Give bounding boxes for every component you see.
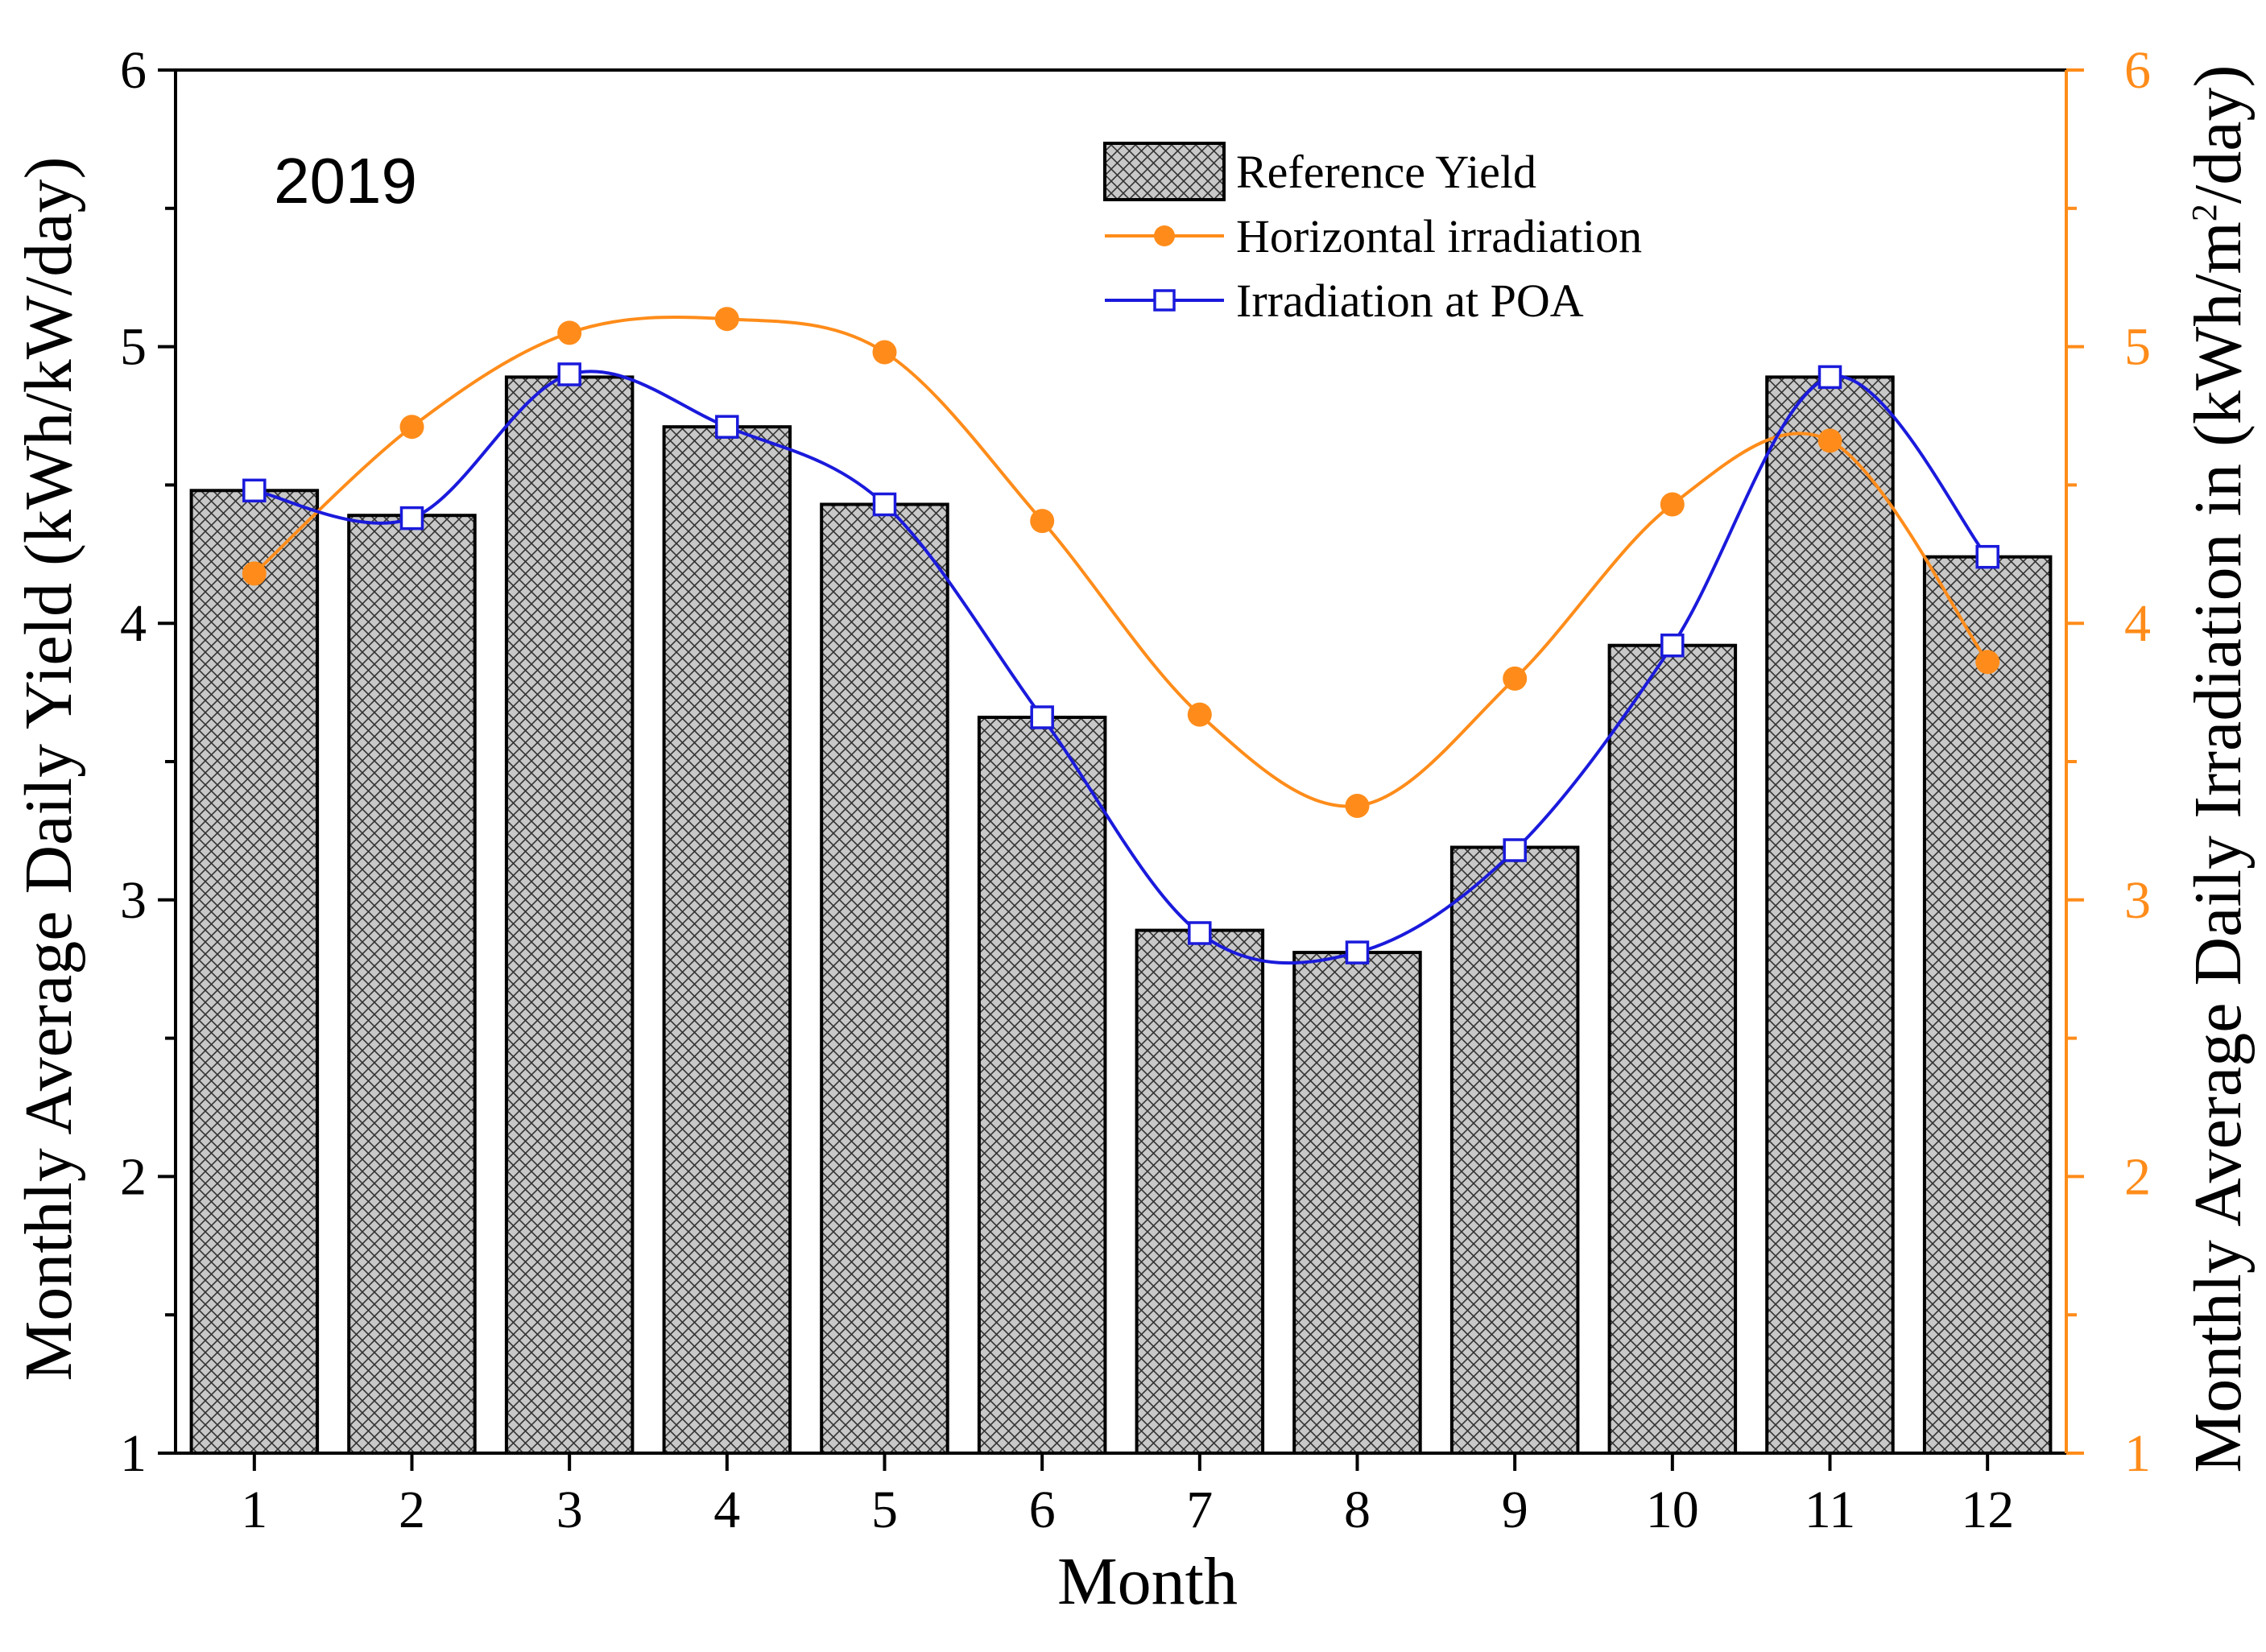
bar-month-8 (1292, 951, 1422, 1455)
legend-marker-irradiation-poa (1153, 289, 1176, 312)
y-tick-label-right: 3 (2124, 871, 2151, 930)
point-irradiation-poa-7 (1188, 921, 1212, 945)
x-tick-label: 5 (871, 1481, 898, 1539)
x-tick-label: 9 (1502, 1481, 1528, 1539)
bar-month-10 (1607, 643, 1738, 1455)
y-tick-label-right: 1 (2124, 1424, 2151, 1483)
x-tick-label: 12 (1961, 1481, 2014, 1539)
point-irradiation-poa-11 (1817, 365, 1842, 390)
point-irradiation-poa-2 (399, 506, 424, 531)
lines-layer (242, 307, 2000, 965)
x-tick-label: 2 (399, 1481, 425, 1539)
point-horizontal-irradiation-12 (1975, 650, 2000, 675)
legend-label-reference-yield: Reference Yield (1236, 146, 1536, 198)
bar-month-2 (347, 514, 477, 1456)
point-horizontal-irradiation-8 (1345, 794, 1370, 818)
x-tick-label: 4 (713, 1481, 740, 1539)
y-tick-label-right: 5 (2124, 318, 2151, 377)
x-axis-title: Month (1057, 1544, 1238, 1619)
bar-month-9 (1449, 845, 1580, 1455)
bar-month-1 (189, 489, 320, 1455)
point-horizontal-irradiation-4 (714, 307, 739, 332)
point-horizontal-irradiation-5 (872, 340, 897, 365)
point-irradiation-poa-9 (1503, 838, 1527, 862)
year-annotation: 2019 (274, 145, 417, 217)
point-horizontal-irradiation-6 (1030, 509, 1055, 534)
bar-month-3 (504, 375, 635, 1455)
point-irradiation-poa-12 (1975, 544, 1999, 569)
point-horizontal-irradiation-3 (557, 320, 582, 345)
point-horizontal-irradiation-9 (1503, 666, 1528, 691)
y-tick-label-left: 2 (120, 1147, 147, 1206)
y-axis-title-right-superscript: 2 (2185, 204, 2224, 221)
point-irradiation-poa-5 (872, 492, 897, 517)
y-axis-title-left: Monthly Average Daily Yield (kWh/kW/day) (11, 157, 86, 1381)
y-tick-label-left: 5 (120, 318, 147, 377)
bar-month-5 (820, 502, 949, 1455)
point-irradiation-poa-4 (715, 415, 739, 439)
point-horizontal-irradiation-11 (1817, 428, 1842, 453)
x-tick-label: 10 (1646, 1481, 1699, 1539)
y-tick-label-right: 2 (2124, 1147, 2151, 1206)
bar-month-11 (1765, 375, 1895, 1455)
y-axis-title-right-main: Monthly Average Daily Irradiation in (kW… (2181, 221, 2256, 1472)
y-tick-label-left: 4 (120, 594, 147, 653)
y-axis-title-right: Monthly Average Daily Irradiation in (kW… (2181, 65, 2256, 1473)
legend-swatch-reference-yield (1103, 142, 1226, 201)
y-axis-title-right-end: /day) (2181, 65, 2256, 204)
y-tick-label-right: 4 (2124, 594, 2151, 653)
point-horizontal-irradiation-10 (1660, 492, 1685, 517)
y-tick-label-right: 6 (2124, 41, 2151, 100)
point-irradiation-poa-8 (1345, 940, 1370, 964)
legend-marker-horizontal-irradiation (1154, 225, 1175, 246)
bar-month-4 (662, 425, 792, 1456)
x-tick-label: 11 (1805, 1481, 1856, 1539)
point-horizontal-irradiation-7 (1187, 702, 1212, 727)
x-tick-label: 3 (556, 1481, 583, 1539)
point-irradiation-poa-3 (557, 362, 581, 386)
bar-month-7 (1135, 928, 1265, 1455)
line-horizontal-irradiation (253, 315, 1989, 808)
y-tick-label-left: 1 (120, 1424, 147, 1483)
bars-layer (189, 375, 2053, 1456)
point-irradiation-poa-10 (1660, 633, 1685, 658)
bar-month-12 (1922, 555, 2053, 1456)
x-tick-label: 6 (1029, 1481, 1056, 1539)
bar-month-6 (977, 716, 1107, 1455)
y-tick-label-left: 3 (120, 871, 147, 930)
x-tick-label: 1 (241, 1481, 267, 1539)
legend-label-horizontal-irradiation: Horizontal irradiation (1236, 210, 1642, 262)
point-irradiation-poa-6 (1030, 705, 1054, 729)
legend-label-irradiation-poa: Irradiation at POA (1236, 275, 1584, 327)
point-irradiation-poa-1 (242, 478, 267, 503)
point-horizontal-irradiation-1 (242, 561, 267, 586)
point-horizontal-irradiation-2 (399, 415, 424, 440)
axes-layer (158, 68, 2084, 1471)
legend: Reference Yield Horizontal irradiation I… (1103, 142, 1642, 327)
x-tick-label: 7 (1186, 1481, 1213, 1539)
x-tick-label: 8 (1344, 1481, 1371, 1539)
y-tick-label-left: 6 (120, 41, 147, 100)
